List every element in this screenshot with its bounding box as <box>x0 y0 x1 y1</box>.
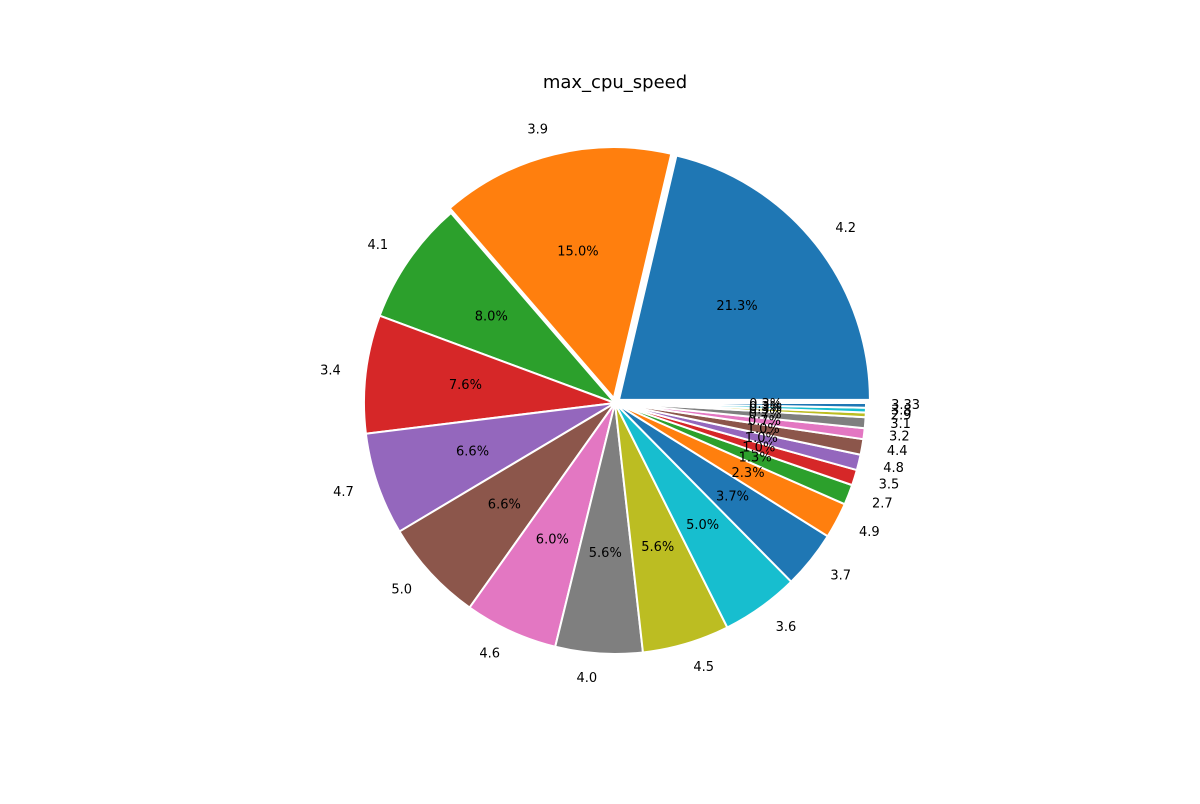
percent-label: 6.6% <box>456 444 489 459</box>
category-label: 4.0 <box>577 671 598 686</box>
pie-slice-3.33 <box>614 402 867 409</box>
category-label: 2.7 <box>872 496 893 511</box>
percent-label: 2.3% <box>732 466 765 481</box>
category-label: 3.7 <box>830 568 851 583</box>
percent-label: 0.3% <box>749 397 782 412</box>
pie-slice-3.9 <box>448 146 673 400</box>
percent-label: 1.3% <box>739 451 772 466</box>
percent-label: 6.0% <box>536 532 569 547</box>
chart-title: max_cpu_speed <box>543 72 687 93</box>
category-label: 4.8 <box>883 461 904 476</box>
category-label: 3.4 <box>320 363 341 378</box>
category-label: 3.1 <box>890 417 911 432</box>
pie-slice-4.2 <box>617 154 871 401</box>
category-label: 4.4 <box>887 444 908 459</box>
percent-label: 0.3% <box>749 403 782 418</box>
category-label: 4.2 <box>835 221 856 236</box>
category-label: 4.9 <box>859 525 880 540</box>
percent-label: 1.0% <box>747 422 780 437</box>
percent-label: 6.6% <box>488 498 521 513</box>
pie-slices <box>363 146 871 655</box>
category-label: 4.5 <box>693 660 714 675</box>
pie-slice-3.4 <box>363 314 616 435</box>
category-labels: 4.2 3.9 4.1 3.4 4.7 5.0 4.6 4.0 4.5 3.6 3.7 4.9 2.7 3… <box>320 122 920 686</box>
percent-label: 0.7% <box>748 414 781 429</box>
percent-label: 8.0% <box>475 310 508 325</box>
category-label: 4.6 <box>479 647 500 662</box>
percent-label: 15.0% <box>557 244 598 259</box>
percent-label: 0.7% <box>749 407 782 422</box>
category-label: 4.7 <box>333 485 354 500</box>
category-label: 3.33 <box>891 398 920 413</box>
category-label: 3.9 <box>527 122 548 137</box>
category-label: 5.0 <box>391 583 412 598</box>
percent-label: 1.0% <box>745 431 778 446</box>
percent-label: 1.0% <box>742 440 775 455</box>
category-label: 2.9 <box>891 409 912 424</box>
percent-label: 7.6% <box>449 378 482 393</box>
pie-slice-4.1 <box>378 212 616 404</box>
percent-label: 5.6% <box>641 540 674 555</box>
percent-labels: 21.3% 15.0% 8.0% 7.6% 6.6% 6.6% 6.0% 5.6% 5.6% 5.… <box>449 244 782 560</box>
percent-label: 5.6% <box>589 546 622 561</box>
category-label: 4.1 <box>368 238 389 253</box>
percent-label: 0.3% <box>749 400 782 415</box>
percent-label: 5.0% <box>686 518 719 533</box>
percent-label: 3.7% <box>716 490 749 505</box>
category-label: 3.6 <box>776 620 797 635</box>
category-label: 3.8 <box>891 403 912 418</box>
category-label: 3.5 <box>879 478 900 493</box>
percent-label: 21.3% <box>716 299 757 314</box>
category-label: 3.2 <box>889 429 910 444</box>
